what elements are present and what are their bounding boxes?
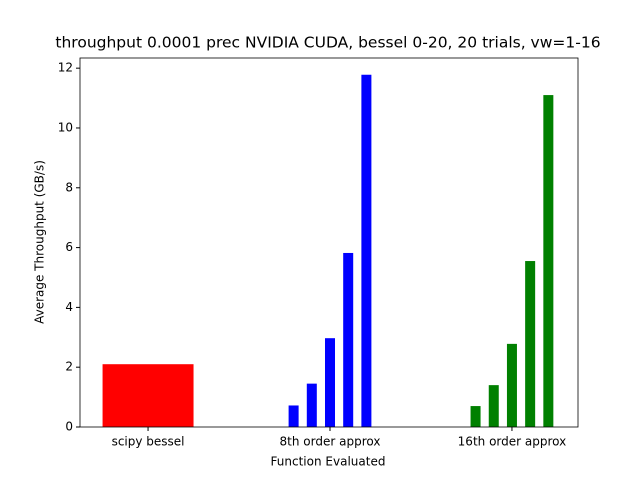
y-tick-label: 6 [65, 240, 73, 254]
y-tick-label: 4 [65, 300, 73, 314]
bar [543, 95, 554, 428]
bar [525, 261, 536, 427]
bar [324, 338, 336, 427]
y-tick-label: 10 [58, 120, 73, 134]
y-tick-label: 0 [65, 420, 73, 434]
x-tick-label: 8th order approx [280, 435, 381, 449]
bar [306, 383, 317, 427]
bar [506, 343, 517, 427]
bar [470, 406, 481, 427]
bar [102, 364, 194, 427]
y-tick-label: 12 [58, 61, 73, 75]
x-tick-label: 16th order approx [458, 435, 567, 449]
bar [361, 74, 372, 427]
bar [343, 252, 354, 427]
y-tick-label: 2 [65, 360, 73, 374]
axes-frame [79, 57, 579, 428]
y-axis-label: Average Throughput (GB/s) [33, 160, 47, 324]
bar [288, 405, 299, 427]
x-axis-label: Function Evaluated [271, 455, 386, 469]
chart-title: throughput 0.0001 prec NVIDIA CUDA, bess… [55, 34, 600, 52]
x-tick-label: scipy bessel [112, 435, 185, 449]
y-tick-label: 8 [65, 180, 73, 194]
bar [488, 385, 499, 427]
